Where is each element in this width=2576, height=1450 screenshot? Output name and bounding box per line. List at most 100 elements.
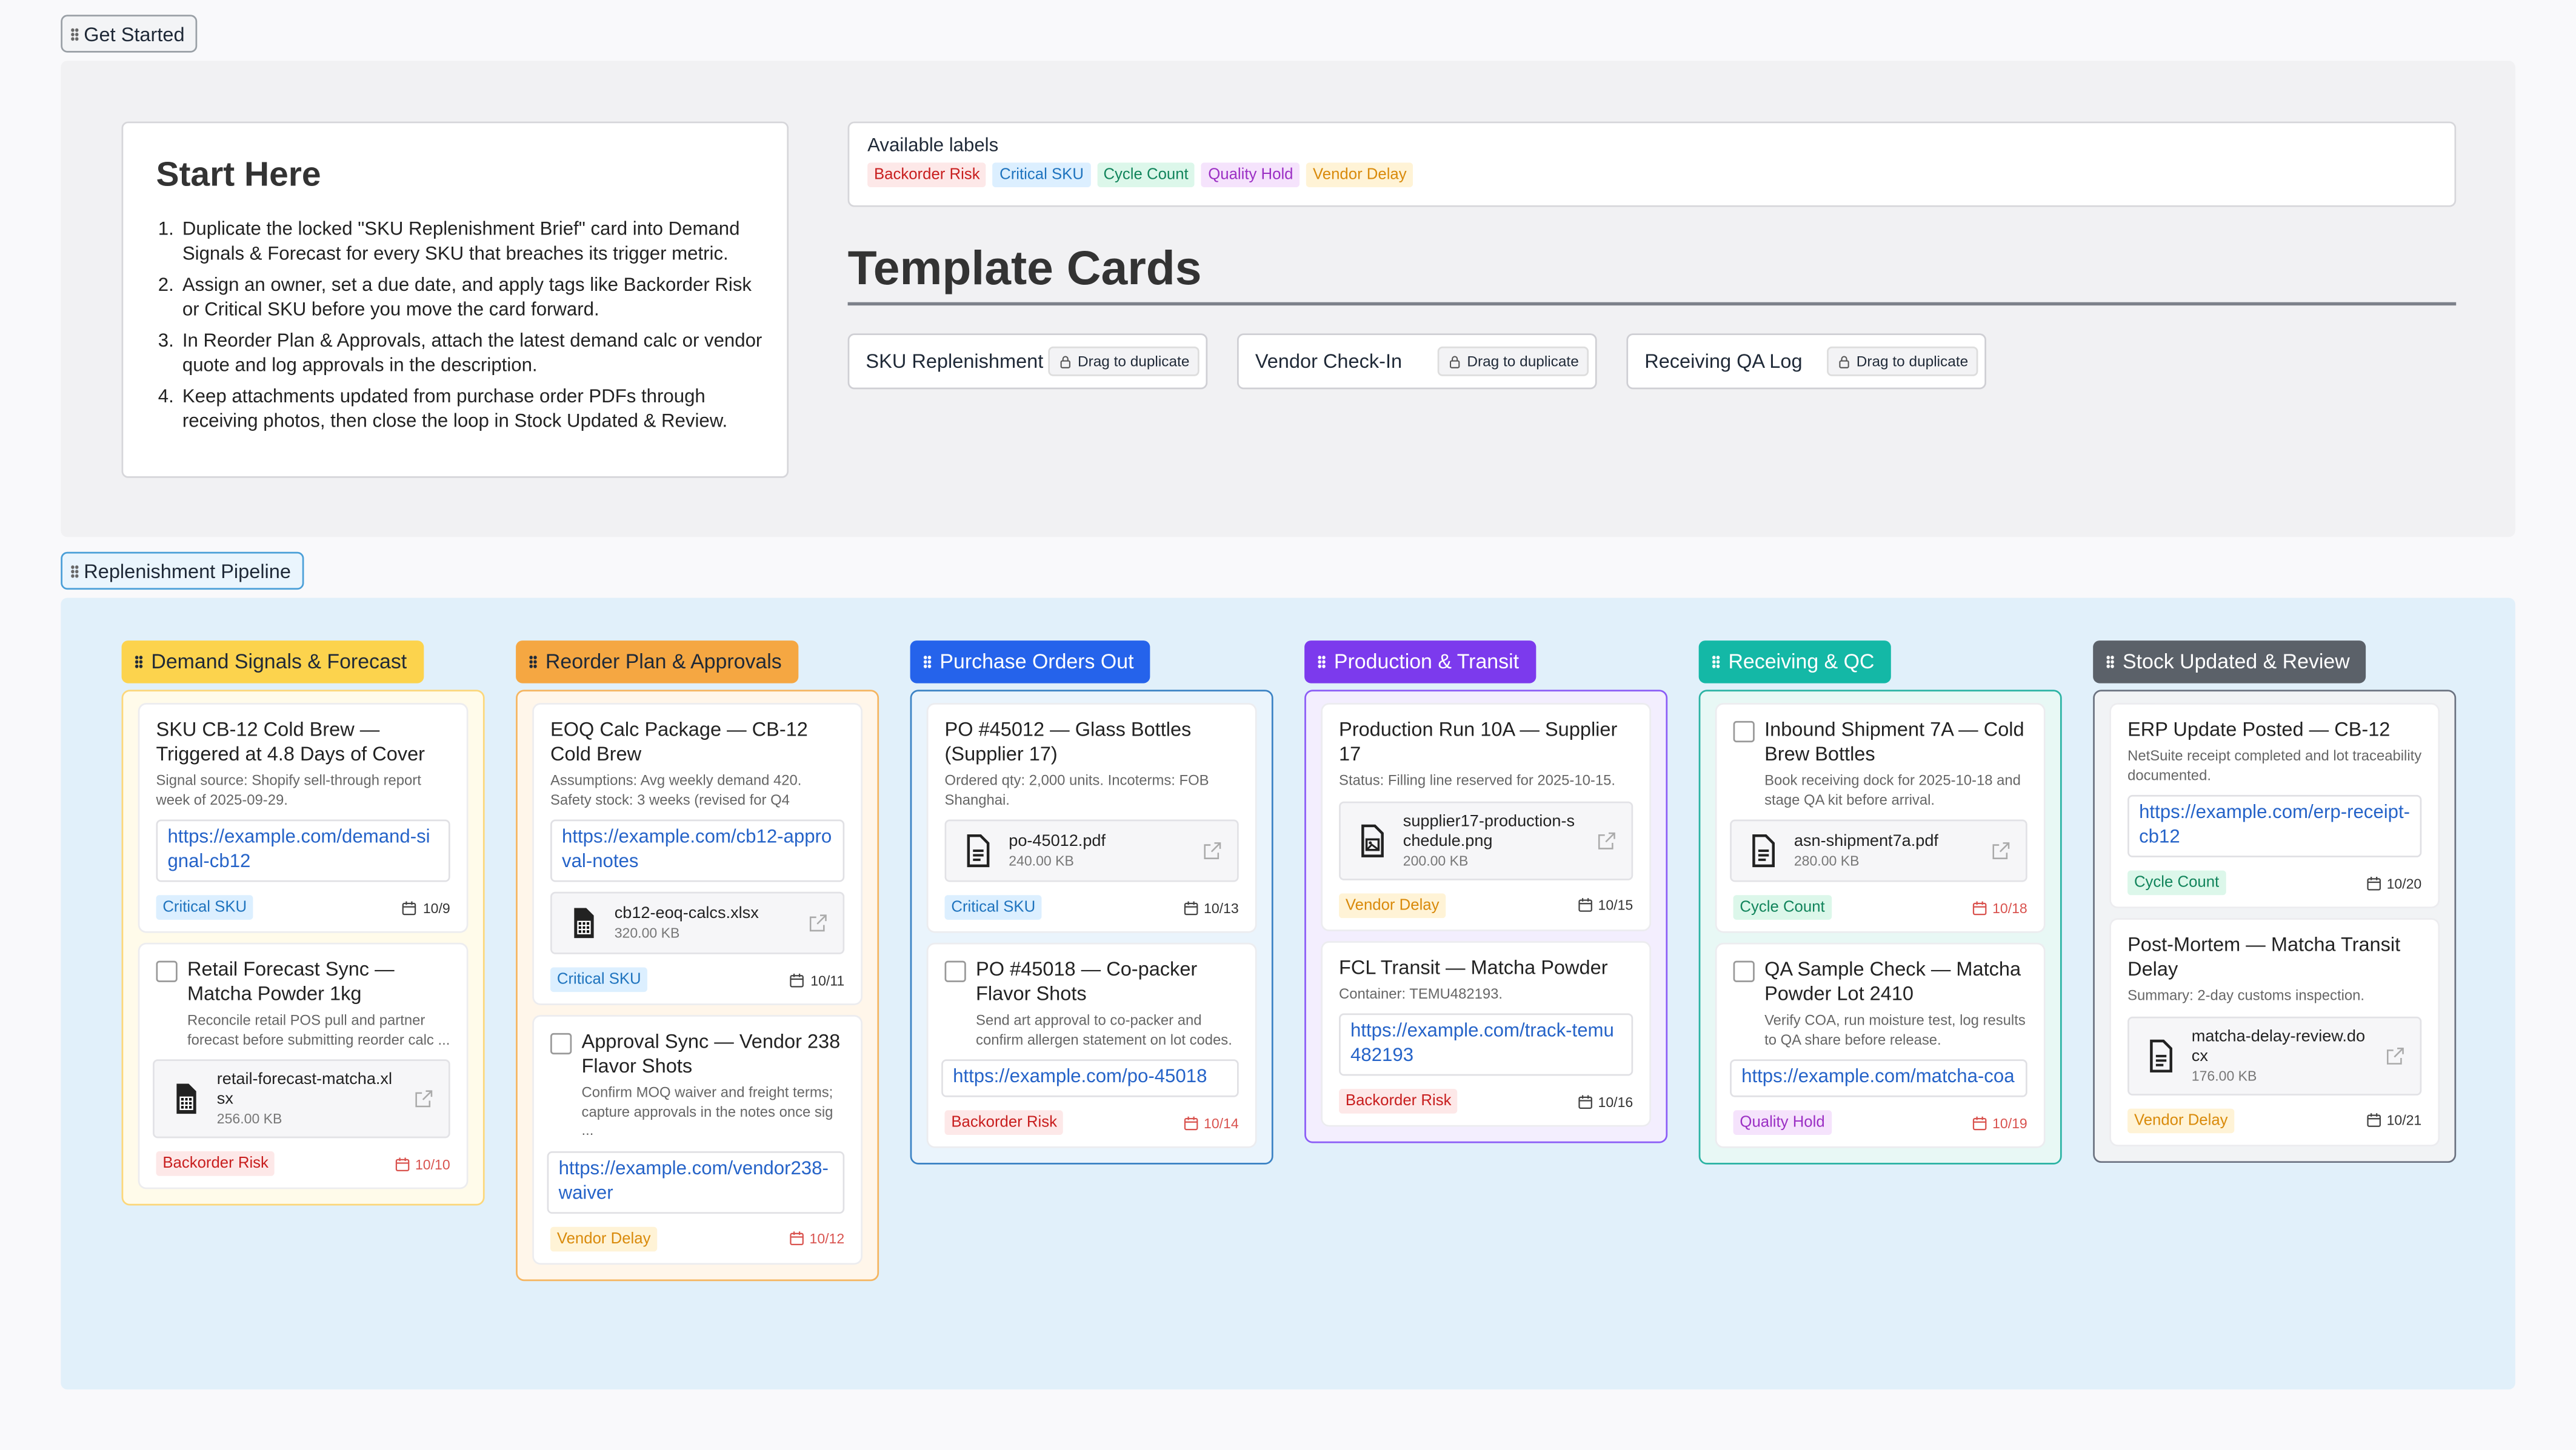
column: Stock Updated & Review ERP Update Posted … [2093, 640, 2457, 1162]
card[interactable]: FCL Transit — Matcha Powder Container: TE… [1322, 942, 1650, 1125]
column-header[interactable]: Demand Signals & Forecast [121, 640, 424, 683]
lock-icon [1060, 355, 1070, 368]
file-icon [574, 908, 594, 939]
card-footer: Cycle Count 10/18 [1733, 895, 2027, 920]
card-desc: Status: Filling line reserved for 2025-1… [1339, 771, 1616, 789]
drag-hint-text: Drag to duplicate [1467, 353, 1579, 370]
card[interactable]: PO #45012 — Glass Bottles (Supplier 17) O… [928, 704, 1255, 931]
checkbox[interactable] [944, 960, 966, 982]
card-main: PO #45018 — Co-packer Flavor Shots Send a… [976, 957, 1239, 1049]
open-icon [1598, 831, 1615, 849]
card-footer: Cycle Count 10/20 [2127, 870, 2421, 896]
labels-box: Available labels Backorder Risk Critical … [847, 121, 2457, 207]
card-link[interactable]: https://example.com/vendor238-waiver [547, 1150, 845, 1213]
attachment[interactable]: retail-forecast-matcha.xlsx 256.00 KB [153, 1059, 450, 1139]
attachment[interactable]: asn-shipment7a.pdf 280.00 KB [1730, 819, 2027, 882]
card-footer: Vendor Delay 10/12 [550, 1226, 844, 1251]
card-desc: NetSuite receipt completed and lot trace… [2127, 747, 2422, 783]
template-name: SKU Replenishment Brief [866, 350, 1048, 373]
card-desc: Verify COA, run moisture test, log resul… [1764, 1011, 2026, 1047]
checkbox[interactable] [1733, 720, 1755, 743]
due-date-text: 10/21 [2386, 1112, 2422, 1129]
card-title: PO #45012 — Glass Bottles (Supplier 17) [944, 717, 1192, 766]
template-card[interactable]: Receiving QA Log Drag to duplicate [1626, 333, 1986, 390]
checkbox[interactable] [156, 960, 178, 982]
checkbox[interactable] [1733, 960, 1755, 982]
checkbox[interactable] [550, 1033, 572, 1055]
column-header[interactable]: Reorder Plan & Approvals [516, 640, 798, 683]
attachment[interactable]: supplier17-production-schedule.png 200.00… [1339, 800, 1633, 880]
label-chip[interactable]: Backorder Risk [867, 162, 987, 187]
card-link[interactable]: https://example.com/matcha-coa [1730, 1059, 2027, 1097]
column: Receiving & QC Inbound Shipment 7A — Cold… [1698, 640, 2062, 1165]
calendar-icon [395, 1157, 409, 1171]
attachment[interactable]: matcha-delay-review.docx 176.00 KB [2127, 1016, 2422, 1095]
due-date: 10/10 [394, 1156, 450, 1172]
grip [529, 655, 538, 669]
due-date: 10/16 [1577, 1093, 1633, 1109]
column-title: Production & Transit [1333, 650, 1520, 674]
attachment-name: supplier17-production-schedule.png [1403, 812, 1575, 850]
drag-hint: Drag to duplicate [1437, 346, 1589, 376]
due-date: 10/21 [2365, 1112, 2421, 1128]
card[interactable]: EOQ Calc Package — CB-12 Cold Brew Assump… [533, 704, 861, 1004]
card-desc: Book receiving dock for 2025-10-18 and s… [1764, 771, 2021, 808]
template-card[interactable]: SKU Replenishment Brief Drag to duplicate [847, 333, 1208, 390]
attachment-info: retail-forecast-matcha.xlsx 256.00 KB [217, 1071, 399, 1126]
calendar-icon [1578, 1094, 1592, 1108]
column-body: Production Run 10A — Supplier 17 Status: … [1304, 690, 1668, 1143]
card-link[interactable]: https://example.com/po-45018 [941, 1059, 1239, 1097]
card-extras: https://example.com/demand-signal-cb12 [156, 819, 450, 882]
label-chip[interactable]: Critical SKU [993, 162, 1090, 187]
card-row: Post-Mortem — Matcha Transit Delay Summar… [2127, 933, 2421, 1006]
card-extras: https://example.com/cb12-approval-notes c… [550, 819, 845, 954]
section-tag[interactable]: Replenishment Pipeline [61, 551, 304, 590]
attachment-name: cb12-eoq-calcs.xlsx [614, 905, 759, 923]
column-body: PO #45012 — Glass Bottles (Supplier 17) O… [910, 690, 1273, 1165]
card-link[interactable]: https://example.com/demand-signal-cb12 [156, 819, 450, 882]
calendar-icon [789, 1231, 804, 1246]
section-tag[interactable]: Get Started [61, 15, 198, 53]
card[interactable]: Production Run 10A — Supplier 17 Status: … [1322, 704, 1650, 929]
column-header[interactable]: Receiving & QC [1698, 640, 1891, 683]
card[interactable]: Post-Mortem — Matcha Transit Delay Summar… [2111, 919, 2438, 1144]
card-link[interactable]: https://example.com/track-temu482193 [1339, 1013, 1633, 1076]
label-chip: Cycle Count [2127, 870, 2226, 896]
card-main: EOQ Calc Package — CB-12 Cold Brew Assump… [550, 717, 844, 810]
attachment-size: 240.00 KB [1009, 852, 1074, 869]
card-link[interactable]: https://example.com/cb12-approval-notes [550, 819, 845, 882]
card[interactable]: SKU CB-12 Cold Brew — Triggered at 4.8 D… [139, 704, 467, 931]
attachment[interactable]: po-45012.pdf 240.00 KB [944, 819, 1239, 882]
card-row: ERP Update Posted — CB-12 NetSuite receip… [2127, 717, 2421, 785]
card[interactable]: QA Sample Check — Matcha Powder Lot 2410… [1717, 944, 2044, 1146]
card[interactable]: ERP Update Posted — CB-12 NetSuite receip… [2111, 704, 2438, 907]
attachment[interactable]: cb12-eoq-calcs.xlsx 320.00 KB [550, 891, 845, 954]
open-icon [1992, 842, 2010, 859]
step: Duplicate the locked "SKU Replenishment … [179, 218, 764, 267]
due-date-text: 10/9 [422, 899, 450, 916]
card[interactable]: Retail Forecast Sync — Matcha Powder 1kg… [139, 944, 467, 1188]
card-link[interactable]: https://example.com/erp-receipt-cb12 [2127, 794, 2422, 857]
template-card[interactable]: Vendor Check-In Drag to duplicate [1237, 333, 1597, 390]
attachment-name: asn-shipment7a.pdf [1794, 833, 1938, 851]
column-header[interactable]: Production & Transit [1304, 640, 1536, 683]
card[interactable]: Inbound Shipment 7A — Cold Brew Bottles B… [1717, 704, 2044, 931]
grip [2106, 655, 2115, 669]
label-chip: Backorder Risk [1339, 1089, 1458, 1114]
label-chip[interactable]: Cycle Count [1096, 162, 1195, 187]
card-desc: Summary: 2-day customs inspection. [2127, 987, 2365, 1004]
section-title: Get Started [84, 22, 185, 45]
label-chip: Backorder Risk [944, 1110, 1064, 1135]
column-title: Reorder Plan & Approvals [545, 650, 782, 674]
label-chip[interactable]: Vendor Delay [1306, 162, 1413, 187]
drag-hint-text: Drag to duplicate [1077, 353, 1190, 370]
due-date: 10/15 [1577, 897, 1633, 913]
card[interactable]: PO #45018 — Co-packer Flavor Shots Send a… [928, 944, 1255, 1146]
start-title: Start Here [156, 156, 321, 194]
card[interactable]: Approval Sync — Vendor 238 Flavor Shots C… [533, 1016, 861, 1263]
column-header[interactable]: Stock Updated & Review [2093, 640, 2366, 683]
label-chip[interactable]: Quality Hold [1201, 162, 1300, 187]
card-title: SKU CB-12 Cold Brew — Triggered at 4.8 D… [156, 717, 425, 766]
column-header[interactable]: Purchase Orders Out [910, 640, 1150, 683]
card-extras: https://example.com/po-45018 [941, 1059, 1239, 1097]
